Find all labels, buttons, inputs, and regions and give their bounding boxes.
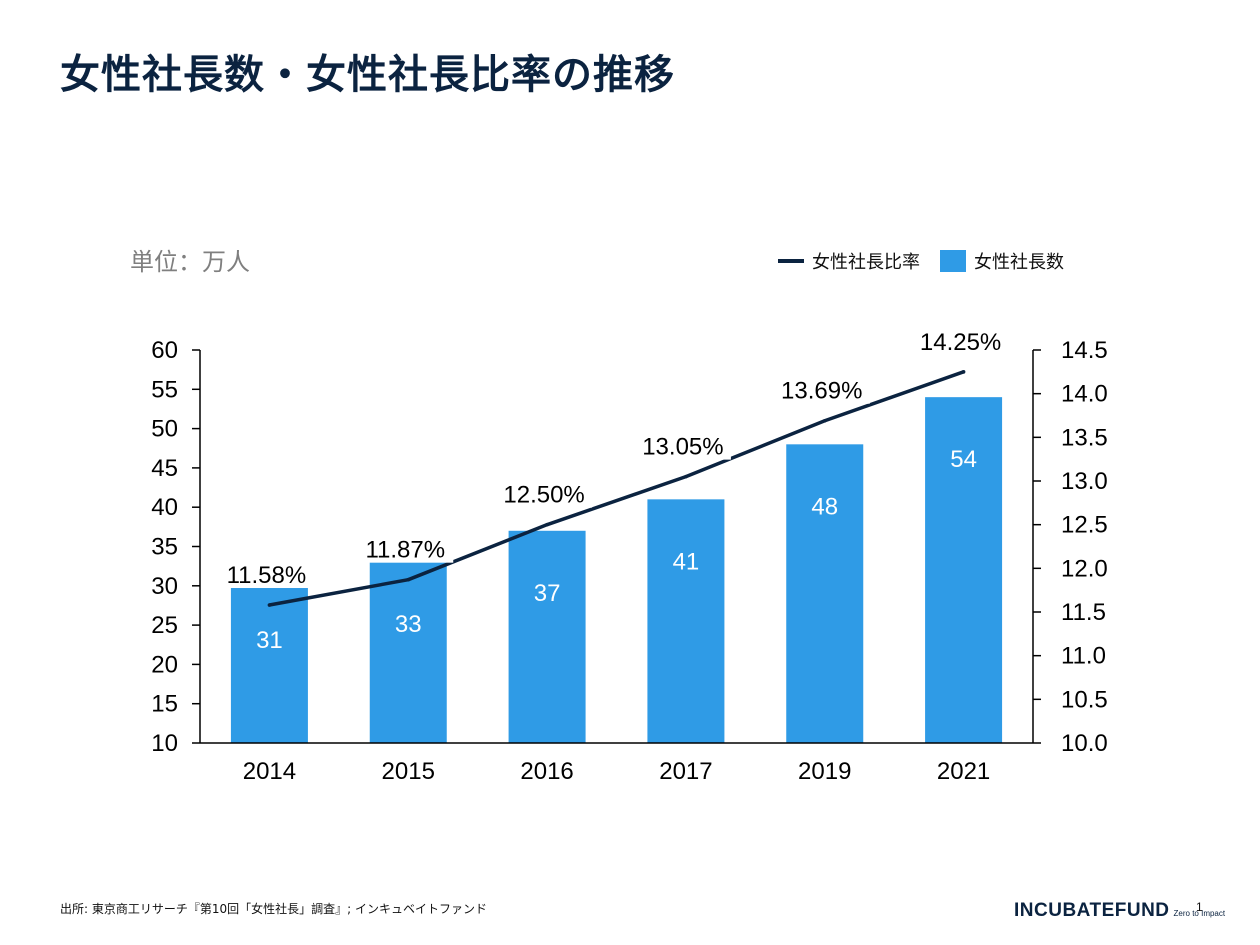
bar-value-label-2019: 48 [811, 493, 838, 520]
ratio-point-2016 [545, 522, 549, 527]
x-tick-label-2014: 2014 [243, 758, 296, 785]
bar-2014 [230, 577, 308, 743]
ratio-point-2017 [684, 474, 688, 479]
bar-value-label-2021: 54 [950, 446, 977, 473]
chart-legend: 女性社長比率 女性社長数 [778, 248, 1064, 274]
source-note: 出所: 東京商工リサーチ『第10回「女性社長」調査』; インキュベイトファンド [60, 902, 487, 916]
ratio-value-label-2015: 11.87% [365, 537, 445, 564]
ratio-point-2015 [406, 577, 411, 582]
x-tick-label-2015: 2015 [382, 758, 435, 785]
legend-item-line: 女性社長比率 [778, 248, 920, 274]
ratio-value-label-2016: 12.50% [503, 482, 584, 509]
unit-label: 単位：万人 [130, 248, 250, 276]
ratio-point-2014 [267, 603, 272, 607]
y-right-tick-label-10.0: 10.0 [1061, 730, 1108, 757]
ratio-line [269, 370, 965, 607]
y-right-tick-label-10.5: 10.5 [1061, 686, 1108, 713]
ratio-value-label-2019: 13.69% [781, 378, 862, 405]
y-left-tick-label-60: 60 [151, 337, 178, 364]
bar-value-label-2017: 41 [673, 548, 700, 575]
ratio-label-bg-2019 [773, 373, 870, 404]
y-right-tick-label-14.0: 14.0 [1061, 381, 1108, 408]
x-tick-label-2019: 2019 [798, 758, 851, 785]
legend-bar-label: 女性社長数 [974, 252, 1064, 273]
bar-2021 [925, 397, 1003, 743]
y-left-tick-label-20: 20 [151, 651, 178, 678]
y-left-tick-label-55: 55 [151, 376, 178, 403]
ratio-point-2021 [961, 370, 966, 374]
y-left-tick-label-50: 50 [151, 416, 178, 443]
ratio-label-bg-2017 [634, 429, 731, 460]
ratio-label-bg-2016 [496, 477, 593, 508]
legend-line-swatch [778, 259, 804, 263]
ratio-value-label-2014: 11.58% [227, 562, 307, 589]
y-left-tick-label-45: 45 [151, 455, 178, 482]
page-title: 女性社長数・女性社長比率の推移 [60, 52, 675, 98]
bar-2015 [369, 562, 447, 743]
logo-main-text: INCUBATEFUND [1014, 900, 1170, 921]
bar-2017 [647, 499, 725, 743]
y-left-tick-label-30: 30 [151, 573, 178, 600]
legend-line-label: 女性社長比率 [812, 252, 920, 273]
legend-bar-swatch [940, 250, 966, 272]
ratio-label-bg-2014 [218, 558, 315, 589]
y-left-tick-label-35: 35 [151, 534, 178, 561]
x-tick-label-2017: 2017 [659, 758, 712, 785]
x-tick-label-2021: 2021 [937, 758, 990, 785]
ratio-point-2019 [822, 418, 827, 423]
ratio-label-bg-2021 [912, 324, 1009, 355]
y-right-tick-label-14.5: 14.5 [1061, 337, 1108, 364]
bar-value-label-2016: 37 [534, 580, 561, 607]
bar-value-label-2015: 33 [395, 611, 422, 638]
bar-2016 [508, 530, 586, 743]
y-right-tick-label-11.0: 11.0 [1061, 643, 1106, 670]
y-right-tick-label-13.0: 13.0 [1061, 468, 1108, 495]
y-right-tick-label-12.5: 12.5 [1061, 512, 1108, 539]
y-left-tick-label-40: 40 [151, 494, 178, 521]
ratio-label-bg-2015 [357, 532, 454, 563]
y-right-tick-label-12.0: 12.0 [1061, 555, 1108, 582]
legend-item-bar: 女性社長数 [930, 248, 1064, 274]
y-left-tick-label-25: 25 [151, 612, 178, 639]
y-right-tick-label-11.5: 11.5 [1061, 599, 1106, 626]
bar-2019 [786, 444, 864, 743]
logo-tagline: Zero to Impact [1173, 909, 1226, 918]
x-tick-label-2016: 2016 [520, 758, 573, 785]
ratio-value-label-2021: 14.25% [920, 329, 1001, 356]
bar-value-label-2014: 31 [256, 627, 283, 654]
company-logo: INCUBATEFUND Zero to Impact [1014, 900, 1225, 922]
ratio-value-label-2017: 13.05% [642, 434, 723, 461]
page-number: 1 [1196, 900, 1203, 914]
y-right-tick-label-13.5: 13.5 [1061, 424, 1108, 451]
y-left-tick-label-10: 10 [151, 730, 178, 757]
y-left-tick-label-15: 15 [151, 691, 178, 718]
